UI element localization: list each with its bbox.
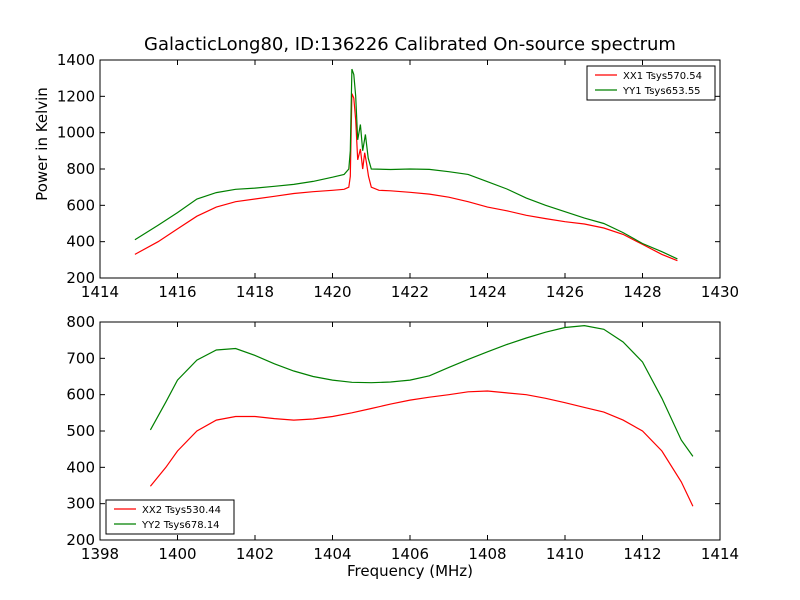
legend-label: XX2 Tsys530.44 — [142, 505, 221, 516]
legend: XX1 Tsys570.54 YY1 Tsys653.55 — [586, 65, 716, 101]
chart-panel-2: 1398 1400 1402 1404 1406 1408 1410 1412 1414 200 3… — [66, 313, 739, 563]
x-tick-label: 1412 — [623, 545, 661, 563]
y-tick-label: 200 — [66, 269, 95, 287]
x-tick-label: 1414 — [81, 283, 119, 301]
legend-box — [105, 499, 235, 535]
x-tick-label: 1430 — [701, 283, 739, 301]
y-tick-label: 300 — [66, 495, 95, 513]
chart-panel-1: 1414 1416 1418 1420 1422 1424 1426 1428 1430 200 4… — [57, 51, 739, 301]
x-tick-label: 1420 — [313, 283, 351, 301]
x-tick-label: 1424 — [468, 283, 506, 301]
legend-label: YY2 Tsys678.14 — [141, 520, 220, 531]
x-tick-label: 1428 — [623, 283, 661, 301]
y-tick-label: 400 — [66, 458, 95, 476]
x-tick-label: 1406 — [391, 545, 429, 563]
y-tick-label: 200 — [66, 531, 95, 549]
series-line-2 — [149, 324, 694, 457]
x-tick-label: 1400 — [158, 545, 196, 563]
y-tick-label: 800 — [66, 313, 95, 331]
y-tick-label: 600 — [66, 386, 95, 404]
x-tick-label: 1418 — [236, 283, 274, 301]
x-axis-label: Frequency (MHz) — [346, 562, 474, 580]
x-tick-label: 1416 — [158, 283, 196, 301]
y-tick-label: 800 — [66, 160, 95, 178]
x-tick-label: 1426 — [546, 283, 584, 301]
y-tick-label: 400 — [66, 233, 95, 251]
x-tick-label: 1398 — [81, 545, 119, 563]
x-tick-label: 1414 — [701, 545, 739, 563]
x-tick-label: 1422 — [391, 283, 429, 301]
legend: XX2 Tsys530.44 YY2 Tsys678.14 — [105, 499, 235, 535]
y-tick-label: 600 — [66, 196, 95, 214]
y-tick-label: 1200 — [57, 87, 95, 105]
legend-label: YY1 Tsys653.55 — [622, 86, 701, 97]
y-tick-label: 700 — [66, 349, 95, 367]
legend-label: XX1 Tsys570.54 — [623, 71, 702, 82]
y-tick-label: 1000 — [57, 124, 95, 142]
y-tick-label: 1400 — [57, 51, 95, 69]
x-tick-label: 1408 — [468, 545, 506, 563]
y-tick-label: 500 — [66, 422, 95, 440]
x-tick-label: 1404 — [313, 545, 351, 563]
x-tick-label: 1410 — [546, 545, 584, 563]
series-line-1 — [149, 390, 694, 507]
legend-box — [586, 65, 716, 101]
series-line-1 — [134, 93, 678, 262]
series-line-2 — [134, 68, 678, 260]
chart-title: GalacticLong80, ID:136226 Calibrated On-… — [144, 34, 676, 55]
x-tick-label: 1402 — [236, 545, 274, 563]
